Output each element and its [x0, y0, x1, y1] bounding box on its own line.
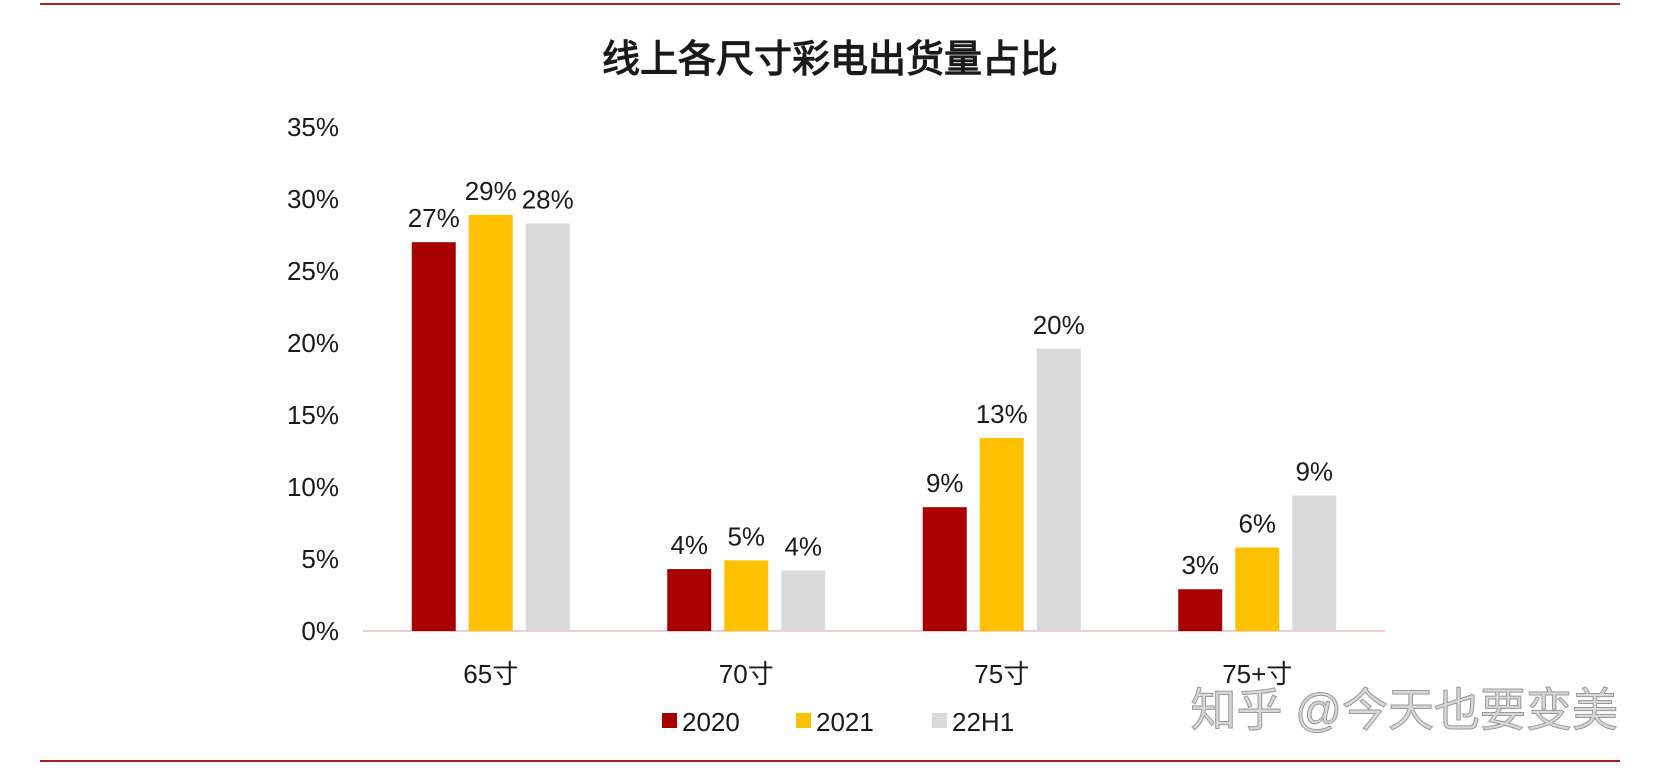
bar-2020-75寸 — [922, 507, 967, 631]
bar-2021-75寸 — [979, 438, 1024, 631]
y-tick-label: 35% — [287, 112, 339, 142]
data-label: 27% — [408, 203, 460, 233]
legend-label-22H1: 22H1 — [952, 707, 1014, 737]
y-tick-label: 20% — [287, 328, 339, 358]
data-label: 4% — [670, 530, 708, 560]
bar-2021-65寸 — [468, 214, 513, 631]
chart-title: 线上各尺寸彩电出货量占比 — [602, 38, 1058, 81]
bar-22H1-75寸 — [1036, 348, 1081, 631]
bar-2020-70寸 — [667, 569, 712, 631]
x-tick-label: 70寸 — [719, 659, 774, 689]
data-label: 13% — [976, 399, 1028, 429]
x-tick-label: 75+寸 — [1222, 659, 1292, 689]
legend-label-2021: 2021 — [816, 707, 874, 737]
legend-label-2020: 2020 — [682, 707, 740, 737]
bar-22H1-70寸 — [781, 570, 826, 631]
x-axis: 65寸 70寸 75寸 75+寸 — [463, 659, 1292, 689]
y-tick-label: 30% — [287, 184, 339, 214]
y-tick-label: 5% — [301, 544, 339, 574]
data-label: 29% — [465, 176, 517, 206]
y-tick-label: 10% — [287, 472, 339, 502]
y-tick-label: 25% — [287, 256, 339, 286]
bar-2020-75+寸 — [1178, 589, 1223, 631]
data-label: 5% — [727, 521, 765, 551]
legend: 2020 2021 22H1 — [662, 707, 1014, 737]
legend-swatch-2020 — [662, 713, 677, 728]
data-label: 4% — [784, 532, 822, 562]
legend-swatch-22H1 — [932, 713, 947, 728]
bar-series-group — [411, 214, 1337, 632]
data-label: 20% — [1033, 310, 1085, 340]
bar-2020-65寸 — [411, 242, 456, 631]
data-label: 6% — [1238, 508, 1276, 538]
data-label: 9% — [926, 468, 964, 498]
data-label: 3% — [1181, 550, 1219, 580]
bar-2021-75+寸 — [1235, 547, 1280, 631]
bar-22H1-75+寸 — [1292, 495, 1337, 631]
legend-swatch-2021 — [796, 713, 811, 728]
y-tick-label: 15% — [287, 400, 339, 430]
y-tick-label: 0% — [301, 616, 339, 646]
data-label: 9% — [1295, 457, 1333, 487]
data-label: 28% — [522, 184, 574, 214]
watermark-text: 知乎 @今天也要变美 — [1191, 684, 1618, 736]
bar-22H1-65寸 — [525, 223, 570, 632]
data-labels-group: 27%29% 28% 4% 5% 4% 9% 13% 20% 3% 6% 9% — [408, 176, 1333, 580]
x-tick-label: 65寸 — [463, 659, 518, 689]
x-tick-label: 75寸 — [974, 659, 1029, 689]
bar-2021-70寸 — [724, 560, 769, 631]
